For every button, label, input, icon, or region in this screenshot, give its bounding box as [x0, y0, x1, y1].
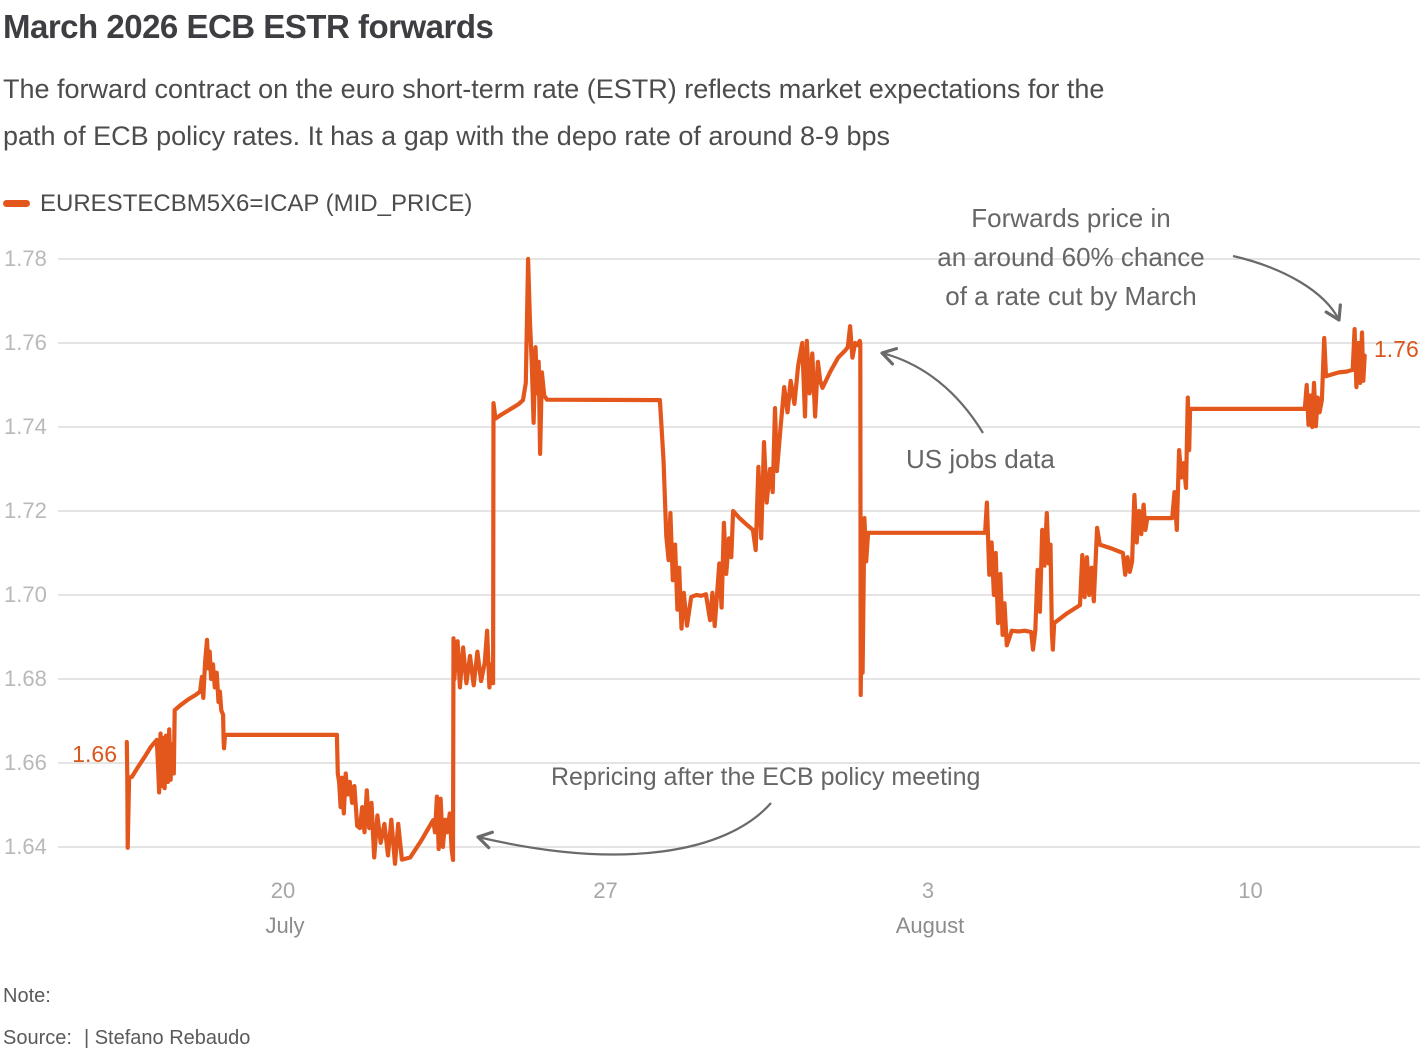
footer-note: Note: [3, 985, 51, 1007]
y-tick-label: 1.64 [4, 834, 47, 859]
start-price-label: 1.66 [72, 741, 117, 767]
x-month-label: July [265, 913, 305, 938]
forwards-annotation-line-1: Forwards price in [971, 203, 1171, 233]
price-line [124, 256, 1367, 866]
series-swatch-icon [3, 200, 30, 207]
forwards-annotation-line-2: an around 60% chance [937, 242, 1205, 272]
us-jobs-annotation-arrow [880, 347, 984, 434]
source-text: | Stefano Rebaudo [83, 1027, 251, 1049]
chart-subtitle: The forward contract on the euro short-t… [3, 66, 1383, 160]
subtitle-line-2: path of ECB policy rates. It has a gap w… [3, 121, 891, 151]
annotation-arrows [476, 254, 1342, 856]
gridlines [58, 258, 1420, 848]
subtitle-line-1: The forward contract on the euro short-t… [3, 74, 1105, 104]
forwards-annotation: Forwards price in an around 60% chance o… [915, 199, 1227, 316]
x-tick-label: 20 [270, 878, 296, 903]
y-tick-label: 1.72 [4, 498, 47, 523]
y-tick-label: 1.78 [4, 246, 47, 271]
y-tick-label: 1.70 [4, 582, 47, 607]
x-tick-label: 10 [1238, 878, 1263, 903]
forwards-annotation-arrow [1232, 254, 1342, 322]
y-tick-label: 1.66 [4, 750, 47, 775]
forwards-annotation-line-3: of a rate cut by March [945, 281, 1197, 311]
y-tick-label: 1.76 [4, 330, 47, 355]
source-label: Source: [3, 1027, 72, 1049]
y-tick-label: 1.68 [4, 666, 47, 691]
x-month-label: August [895, 913, 965, 938]
y-tick-label: 1.74 [4, 414, 47, 439]
x-tick-label: 27 [593, 878, 618, 903]
repricing-annotation-arrow [476, 802, 772, 856]
legend-label: EURESTECBM5X6=ICAP (MID_PRICE) [40, 190, 473, 217]
page-title: March 2026 ECB ESTR forwards [3, 8, 494, 45]
footer-source: Source: | Stefano Rebaudo [3, 1027, 250, 1050]
us-jobs-annotation: US jobs data [906, 444, 1055, 474]
end-price-label: 1.76 [1374, 336, 1419, 362]
x-tick-label: 3 [921, 878, 935, 903]
repricing-annotation: Repricing after the ECB policy meeting [551, 763, 981, 791]
